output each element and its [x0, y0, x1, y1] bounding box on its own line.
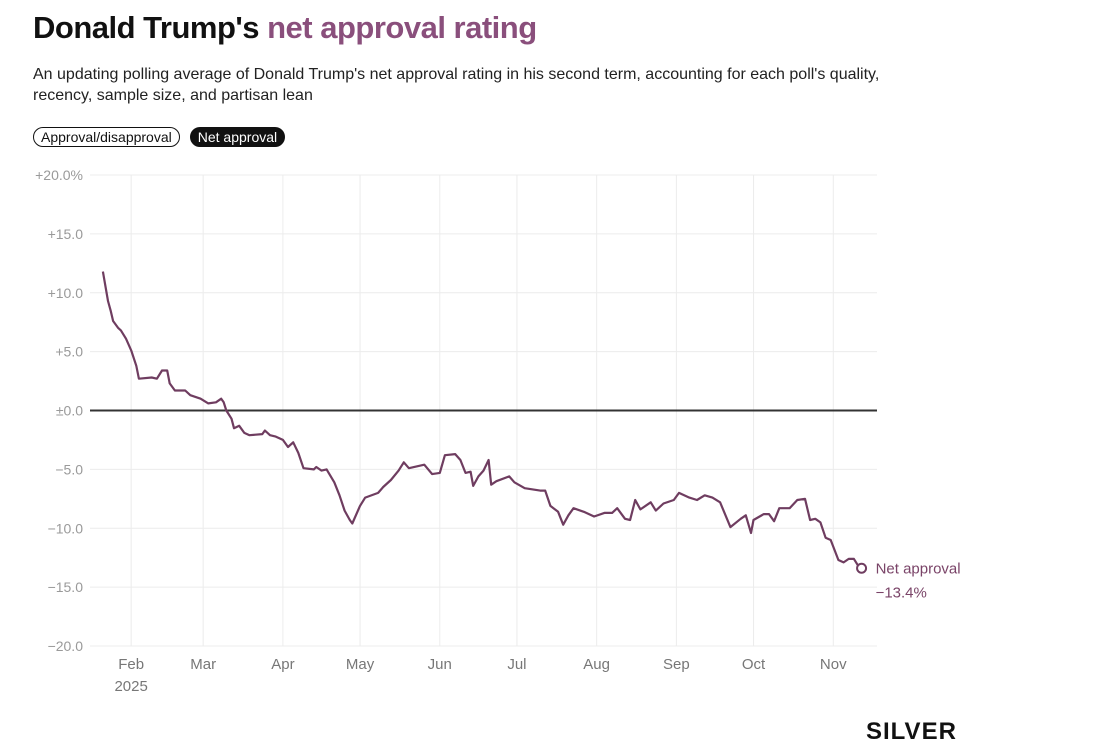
latest-point-marker[interactable] — [856, 562, 868, 574]
y-axis: +20.0% +15.0 +10.0 +5.0 ±0.0 −5.0 −10.0 −15.0 −2… — [35, 167, 83, 654]
subtitle: An updating polling average of Donald Tr… — [33, 66, 880, 104]
x-tick-label: Mar — [190, 656, 216, 673]
x-tick-label: Apr — [271, 656, 294, 673]
x-tick-label: Jul — [507, 656, 526, 673]
net-approval-line — [101, 271, 863, 570]
x-tick-label: Nov — [820, 656, 847, 673]
x-tick-label: Feb — [118, 656, 144, 673]
y-tick-label: +15.0 — [48, 226, 84, 242]
x-tick-label: Jun — [428, 656, 452, 673]
y-tick-label: +5.0 — [55, 344, 83, 360]
logo: SILVER — [866, 718, 957, 745]
toggle-approval-disapproval[interactable]: Approval/disapproval — [33, 127, 180, 147]
y-tick-label: −20.0 — [48, 638, 84, 654]
x-tick-year-label: 2025 — [114, 678, 147, 695]
x-tick-label: Aug — [583, 656, 610, 673]
y-tick-label: −10.0 — [48, 520, 84, 536]
toggle-net-approval[interactable]: Net approval — [189, 127, 286, 147]
y-tick-label: −15.0 — [48, 579, 84, 595]
view-toggle-group: Approval/disapproval Net approval — [33, 127, 286, 147]
y-tick-label: +10.0 — [48, 285, 84, 301]
x-tick-label: May — [346, 656, 375, 673]
x-tick-label: Sep — [663, 656, 690, 673]
series-end-label: Net approval — [876, 560, 961, 577]
y-tick-label: −5.0 — [55, 461, 83, 477]
y-tick-label: ±0.0 — [56, 403, 83, 419]
page-title: Donald Trump's net approval rating — [33, 10, 537, 46]
x-axis: Feb 2025 Mar Apr May Jun Jul Aug Sep Oct Nov — [114, 656, 847, 695]
title-prefix: Donald Trump's — [33, 10, 260, 45]
series-end-value: −13.4% — [876, 584, 927, 601]
x-tick-label: Oct — [742, 656, 766, 673]
y-tick-label: +20.0% — [35, 167, 83, 183]
title-highlight: net approval rating — [267, 10, 537, 45]
